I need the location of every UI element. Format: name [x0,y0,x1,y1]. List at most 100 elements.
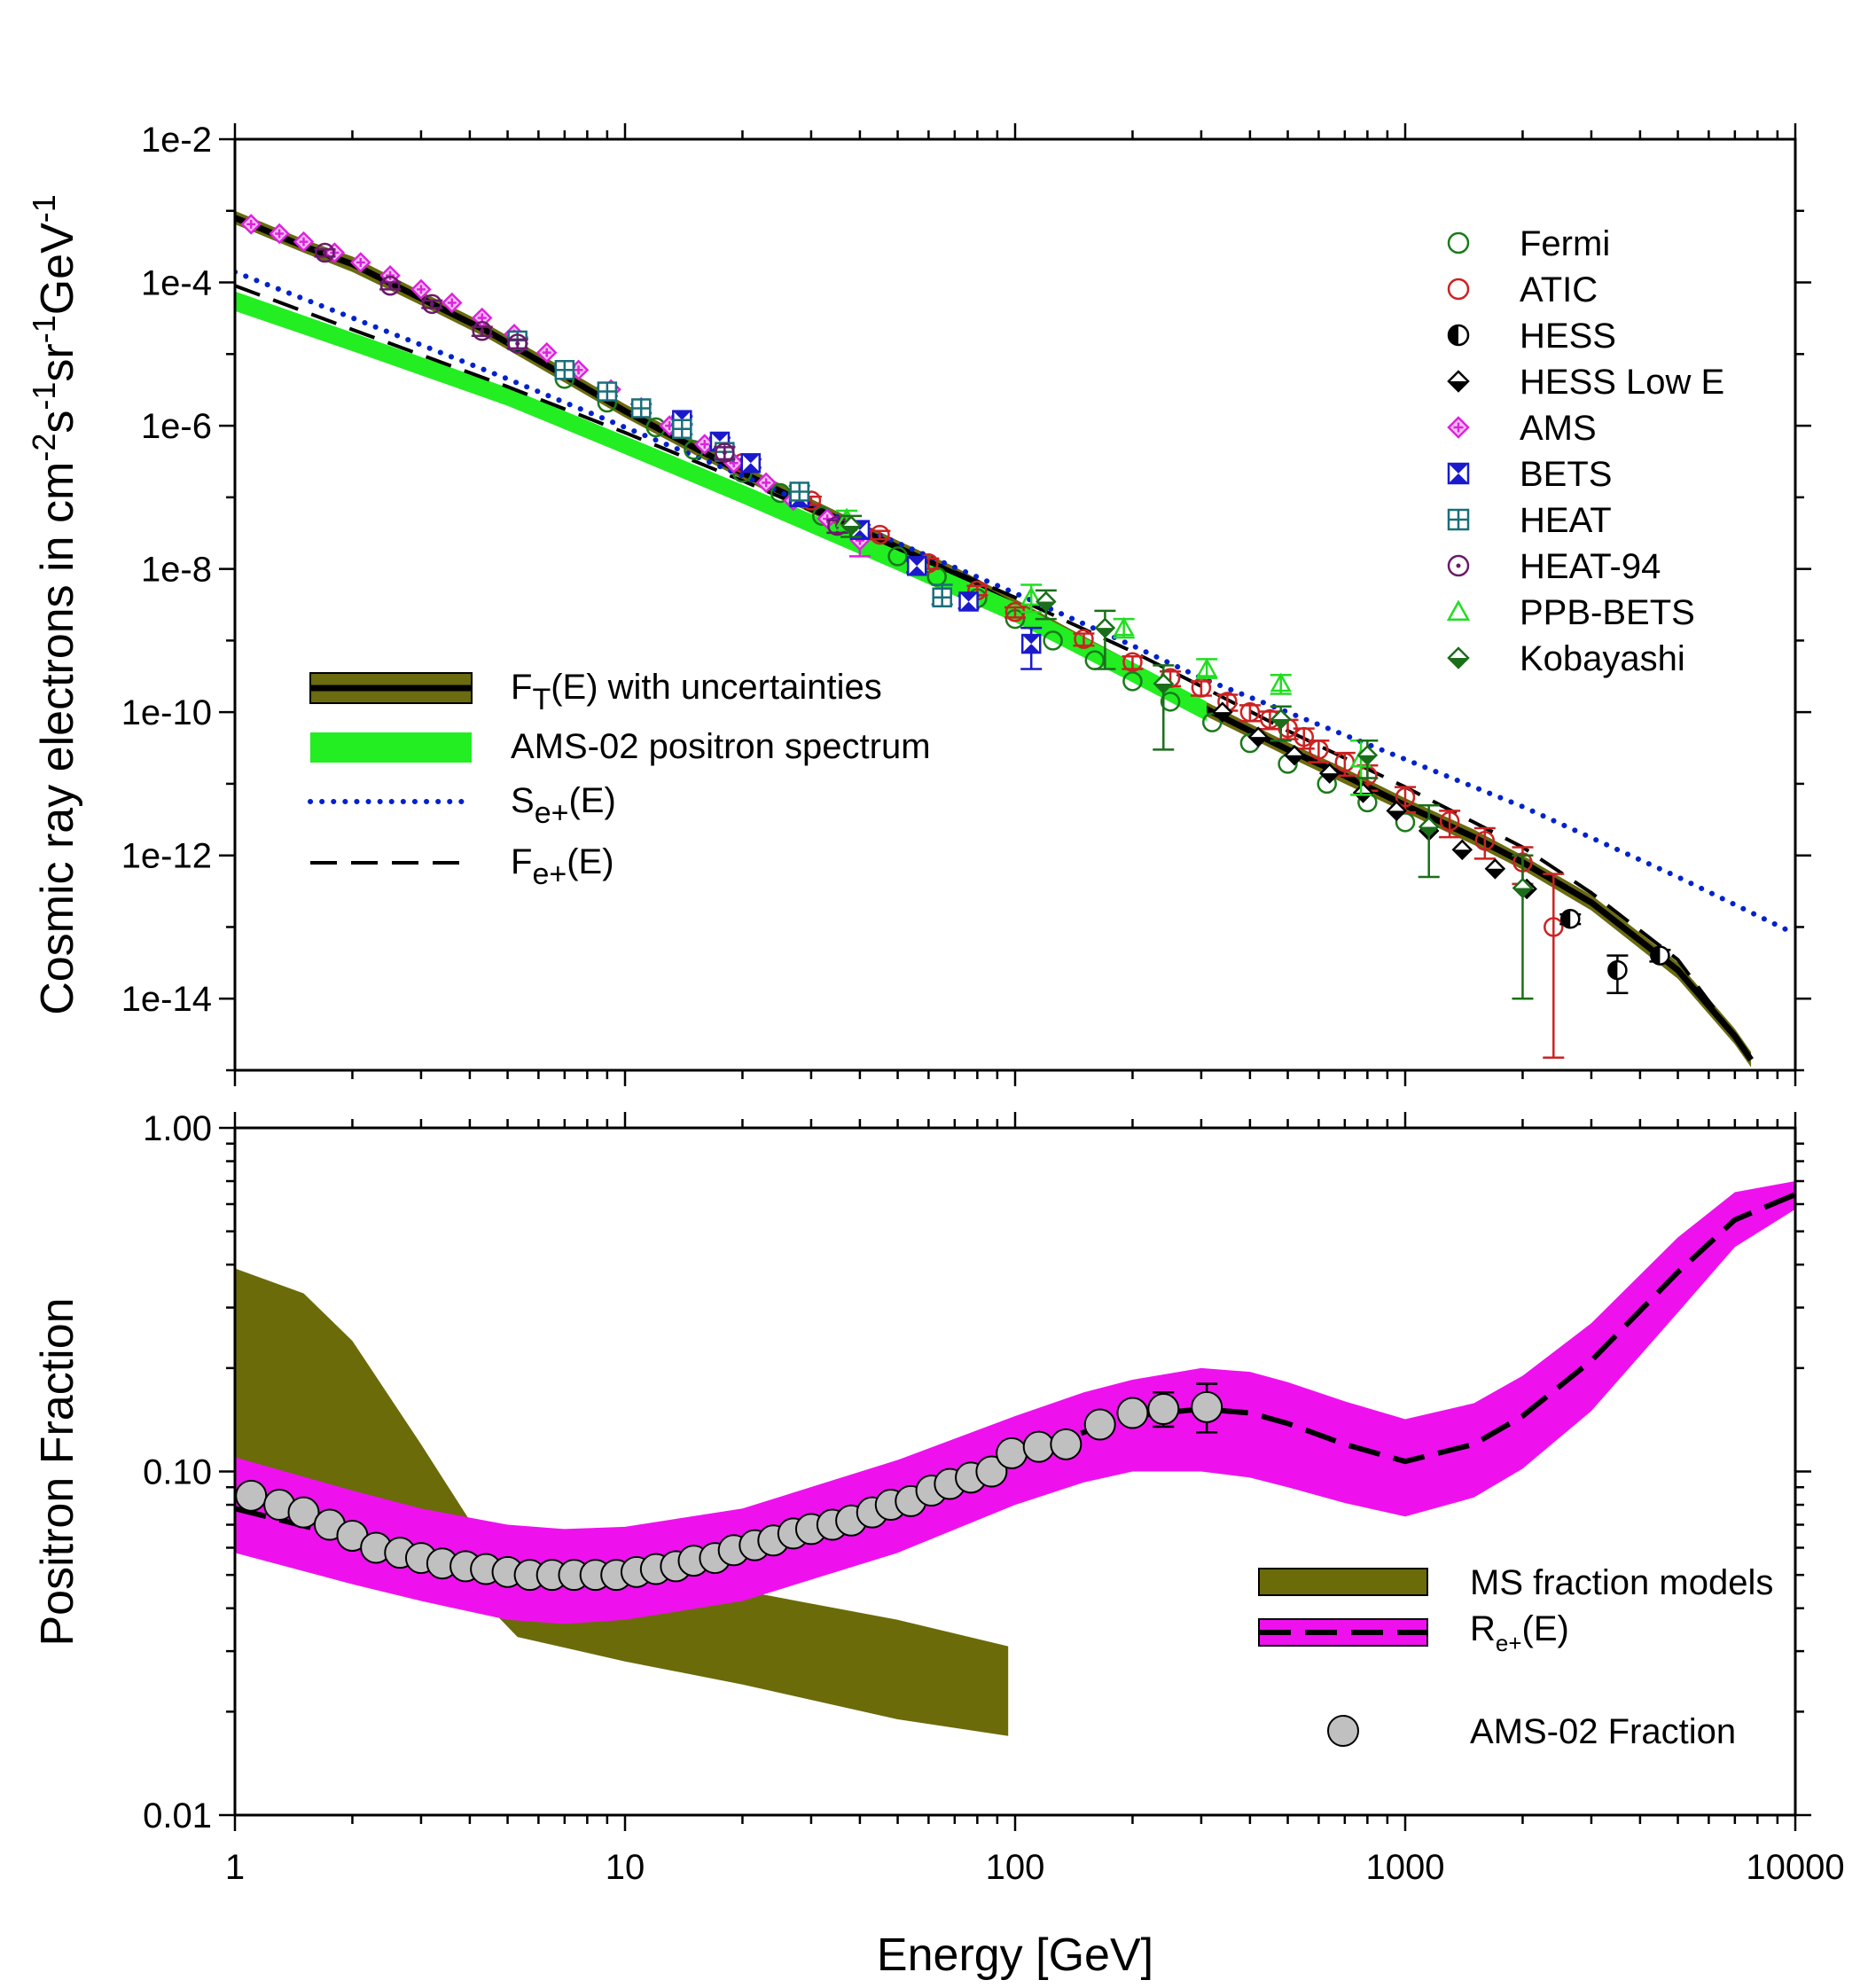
points-ppb-bets-point-1 [1020,586,1043,607]
points-heat [506,330,953,608]
legend-entry-fermi: Fermi [1447,224,1610,263]
points-kobayashi-errorbar-7 [1512,854,1534,1000]
y-tick-label-6: 1e-14 [121,980,212,1019]
legend-label-heat-94: HEAT-94 [1520,547,1661,586]
points-atic-errorbar-20 [1473,826,1496,860]
points-hess-low-e-point-5-fill [1387,810,1406,820]
ylabel-exp-2: -1 [26,382,62,411]
legend-marker-atic [1447,278,1470,301]
legend-label-ft-sub: T [532,683,551,716]
series-fe-e [235,284,1737,1037]
legend-marker-atic-shape [1447,278,1470,301]
points-heat-94-point-4-dot [515,341,520,347]
legend-marker-ppb-bets [1446,599,1471,622]
points-ams-point-6-cross [416,285,426,294]
legend-marker-kobayashi-fill [1449,658,1468,668]
points-atic-point-20 [1474,830,1496,851]
points-heat-94-point-1 [379,275,401,296]
points-ams-point-5-cross [386,270,395,280]
points-heat-point-1 [554,359,575,380]
points-atic-point-11-shape [1239,701,1261,723]
legend-label-ams02-positron: AMS-02 positron spectrum [511,727,931,766]
x-tick-label-2: 100 [986,1848,1045,1887]
legend-label-ams02-positron-main: AMS-02 positron spectrum [511,727,931,766]
points-ams-02-fraction-point-38 [1050,1428,1083,1460]
points-kobayashi-point-7-fill [1513,888,1532,897]
points-atic-point-14-shape [1294,726,1315,747]
points-ams-02-fraction-point-42 [1191,1390,1223,1423]
points-ams-point-17 [755,472,777,494]
points-heat-94-point-4 [507,333,528,354]
points-kobayashi-point-1-fill [1036,601,1055,611]
points-heat-point-4 [672,419,692,440]
legend-marker-hess-fill [1449,325,1458,345]
points-hess-low-e-point-8-fill [1486,868,1505,878]
points-fermi-point-8-shape [887,546,908,567]
legend-label-fe: Fe+(E) [511,842,614,891]
points-hess-low-e-point-0-fill [1213,712,1231,722]
points-bets-point-6 [958,591,979,612]
points-ams-point-8-cross [477,313,487,323]
points-atic-point-22 [1544,917,1564,937]
points-fermi-point-8 [887,546,908,567]
points-ams-02-fraction-point-42-shape [1191,1390,1223,1423]
legend-entry-bets: BETS [1447,455,1612,494]
points-atic-errorbar-12 [1259,710,1281,731]
points-heat-94-point-1-outline [379,275,401,296]
points-fermi-point-21-shape [1395,812,1416,833]
points-ppb-bets-point-4-shape [1270,672,1292,693]
points-kobayashi-point-6-fill [1419,826,1438,836]
legend-label-hess-low-e: HESS Low E [1520,363,1724,402]
points-hess-point-1 [1607,959,1628,981]
points-bets-point-6-fill [959,592,978,611]
points-heat-94-point-2 [422,294,442,315]
points-ams-02-fraction-point-39 [1083,1408,1116,1441]
legend-label-ppb-bets: PPB-BETS [1520,593,1695,632]
points-hess-low-e-point-3 [1318,763,1340,784]
y-tick-label-2: 0.01 [143,1796,212,1835]
points-ams-point-7-cross [447,298,457,308]
points-hess-low-e-point-1 [1247,726,1269,747]
bottom-legend: MS fraction models Re+(E) AMS-02 Fraction [1258,1563,1773,1751]
points-hess-low-e-point-1-fill [1249,737,1268,747]
points-hess-point-2 [1650,945,1670,966]
points-ams-02-fraction-point-0 [235,1479,268,1512]
bottom-axis-ticks: 1.00 0.10 0.01 1 10 100 1000 10000 [143,1109,1844,1887]
y-tick-label-1: 0.10 [143,1453,212,1492]
points-ppb-bets-point-1-shape [1020,586,1043,607]
top-panel: 1e-2 1e-4 1e-6 1e-8 1e-10 1e-12 1e-14 Cosmic r… [26,121,1811,1086]
points-heat-94-point-5 [715,442,735,463]
x-axis-title: Energy [GeV] [877,1929,1153,1981]
legend-marker-ppb-bets-shape [1446,599,1471,622]
points-kobayashi-point-3 [1153,673,1175,694]
legend-label-fe-rest: (E) [567,842,614,881]
points-hess [1559,909,1671,995]
legend-entry-ams02-positron: AMS-02 positron spectrum [310,727,931,766]
legend-label-kobayashi: Kobayashi [1520,639,1685,678]
points-ams-02-fraction-point-37-shape [1022,1430,1055,1463]
points-bets-point-2 [740,453,762,474]
points-fermi-point-16 [1202,712,1223,732]
points-hess-low-e-point-5 [1386,800,1407,822]
points-heat-94-point-3 [472,321,492,341]
y-tick-label-3: 1e-8 [141,551,212,590]
points-heat-point-2-cross [598,382,616,401]
points-atic-point-18-shape [1395,787,1416,808]
legend-marker-kobayashi [1447,646,1470,669]
y-tick-label-5: 1e-12 [121,837,212,876]
points-kobayashi-point-1 [1036,591,1057,613]
legend-label-re-rest: (E) [1522,1609,1569,1648]
legend-label-ms-fraction-main: MS fraction models [1470,1563,1773,1602]
points-atic-point-2 [870,524,890,545]
series-se-e-line [235,269,1795,937]
legend-label-ft: FT(E) with uncertainties [511,668,882,716]
legend-label-heat: HEAT [1520,501,1612,540]
y-tick-label-0: 1e-2 [141,121,212,160]
points-fermi-point-16-shape [1202,712,1223,732]
points-ams-02-fraction-point-38-shape [1050,1428,1083,1460]
legend-label-ams: AMS [1520,409,1597,448]
points-hess-low-e-point-2 [1284,745,1305,766]
points-heat-94-point-1-dot [387,283,393,288]
legend-entry-se: Se+(E) [308,781,616,830]
